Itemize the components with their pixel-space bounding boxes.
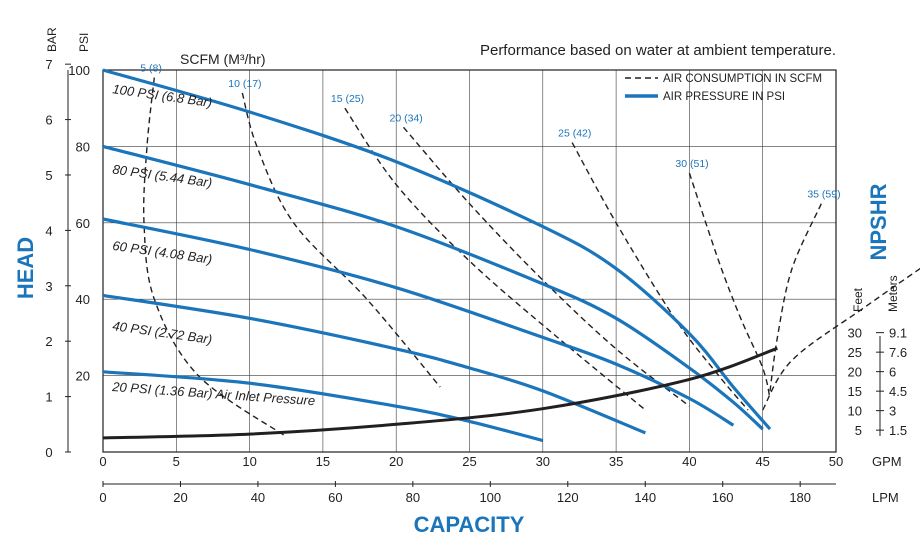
y-tick-psi: 80 xyxy=(76,139,90,154)
air-consumption-curve xyxy=(688,172,771,399)
x-tick-lpm: 80 xyxy=(406,490,420,505)
x-tick-gpm: 20 xyxy=(389,454,403,469)
air-pressure-curve xyxy=(102,144,764,431)
air-pressure-curve xyxy=(102,68,772,431)
y-tick-bar: 1 xyxy=(45,390,52,405)
x-tick-gpm: 30 xyxy=(536,454,550,469)
y-tick-psi: 40 xyxy=(76,292,90,307)
scfm-curve-label: 35 (59) xyxy=(807,189,840,201)
tick-labels: 0 5 10 15 20 25 30 35 40 45 500 20 40 60 80 100 120 140 16… xyxy=(45,57,907,505)
x-tick-gpm: 45 xyxy=(755,454,769,469)
y-tick-bar: 6 xyxy=(45,113,52,128)
x-tick-gpm: 35 xyxy=(609,454,623,469)
air-consumption-curve xyxy=(402,126,690,407)
y-tick-bar: 0 xyxy=(45,445,52,460)
air-pressure-curve-label: 60 PSI (4.08 Bar) xyxy=(112,238,214,267)
air-pressure-curves xyxy=(102,68,772,443)
y-tick-psi: 20 xyxy=(76,369,90,384)
y-tick-feet: 25 xyxy=(848,345,862,360)
x-tick-lpm: 0 xyxy=(99,490,106,505)
x-tick-lpm: 20 xyxy=(173,490,187,505)
y-tick-feet: 30 xyxy=(848,326,862,341)
y-tick-feet: 20 xyxy=(848,365,862,380)
legend: AIR CONSUMPTION IN SCFM AIR PRESSURE IN … xyxy=(625,73,822,103)
x-tick-gpm: 25 xyxy=(462,454,476,469)
legend-dashed-label: AIR CONSUMPTION IN SCFM xyxy=(663,73,822,85)
x-tick-gpm: 40 xyxy=(682,454,696,469)
air-consumption-curve xyxy=(241,92,441,388)
x-tick-lpm: 120 xyxy=(557,490,579,505)
chart-note: Performance based on water at ambient te… xyxy=(480,42,836,59)
bar-units-label: BAR xyxy=(45,27,59,52)
air-consumption-curve xyxy=(769,203,822,392)
air-pressure-curve-label: 40 PSI (2.72 Bar) xyxy=(112,318,214,347)
feet-units-label: Feet xyxy=(851,287,865,312)
legend-solid-label: AIR PRESSURE IN PSI xyxy=(663,91,785,103)
y-tick-bar: 7 xyxy=(45,57,52,72)
x-tick-lpm: 60 xyxy=(328,490,342,505)
air-consumption-curve xyxy=(142,77,287,438)
y-tick-psi: 60 xyxy=(76,216,90,231)
y-tick-bar: 4 xyxy=(45,223,52,238)
npshr-axis-label: NPSHR xyxy=(866,183,891,260)
air-consumption-curves xyxy=(142,77,920,438)
scfm-curve-label: 10 (17) xyxy=(228,78,261,90)
npshr-curve xyxy=(102,346,778,440)
head-axis-label: HEAD xyxy=(13,237,38,299)
capacity-axis-label: CAPACITY xyxy=(414,512,525,537)
scfm-curve-label: 20 (34) xyxy=(390,112,423,124)
x-tick-gpm: 10 xyxy=(242,454,256,469)
y-tick-meters: 1.5 xyxy=(889,423,907,438)
y-tick-meters: 4.5 xyxy=(889,384,907,399)
x-tick-gpm: 50 xyxy=(829,454,843,469)
air-pressure-curve xyxy=(102,370,544,443)
y-tick-meters: 3 xyxy=(889,404,896,419)
x-tick-lpm: 180 xyxy=(789,490,811,505)
scfm-curve-label: 25 (42) xyxy=(558,128,591,140)
scfm-curve-label: 30 (51) xyxy=(675,158,708,170)
meters-units-label: Meters xyxy=(886,275,900,312)
y-tick-feet: 10 xyxy=(848,404,862,419)
scfm-curve-label: 5 (8) xyxy=(140,63,162,75)
y-tick-psi: 100 xyxy=(68,63,90,78)
plot-frame xyxy=(102,69,837,453)
air-consumption-curve xyxy=(344,107,646,411)
air-pressure-curve-label: 20 PSI (1.36 Bar) Air Inlet Pressure xyxy=(111,379,316,408)
air-pressure-curve-label: 80 PSI (5.44 Bar) xyxy=(112,161,214,190)
x-tick-gpm: 5 xyxy=(173,454,180,469)
y-tick-bar: 5 xyxy=(45,168,52,183)
x-tick-lpm: 140 xyxy=(634,490,656,505)
air-pressure-curve xyxy=(102,293,647,435)
y-tick-meters: 6 xyxy=(889,365,896,380)
air-pressure-curve xyxy=(102,217,735,427)
curve-labels: 100 PSI (6.8 Bar)80 PSI (5.44 Bar)60 PSI… xyxy=(111,81,316,408)
gpm-units-label: GPM xyxy=(872,454,902,469)
x-tick-lpm: 40 xyxy=(251,490,265,505)
air-consumption-curve xyxy=(571,142,749,411)
y-tick-meters: 9.1 xyxy=(889,326,907,341)
x-tick-lpm: 100 xyxy=(479,490,501,505)
x-tick-gpm: 15 xyxy=(316,454,330,469)
x-tick-gpm: 0 xyxy=(99,454,106,469)
psi-units-label: PSI xyxy=(77,33,91,52)
scfm-header: SCFM (M³/hr) xyxy=(180,51,266,67)
y-tick-bar: 2 xyxy=(45,334,52,349)
x-tick-lpm: 160 xyxy=(712,490,734,505)
y-tick-feet: 15 xyxy=(848,384,862,399)
y-tick-feet: 5 xyxy=(855,423,862,438)
y-tick-bar: 3 xyxy=(45,279,52,294)
lpm-units-label: LPM xyxy=(872,490,899,505)
scfm-curve-label: 15 (25) xyxy=(331,93,364,105)
y-tick-meters: 7.6 xyxy=(889,345,907,360)
grid xyxy=(103,70,836,452)
scfm-labels: 5 (8) 10 (17) 15 (25) 20 (34) 25 (42) 30 (51)… xyxy=(140,63,840,201)
